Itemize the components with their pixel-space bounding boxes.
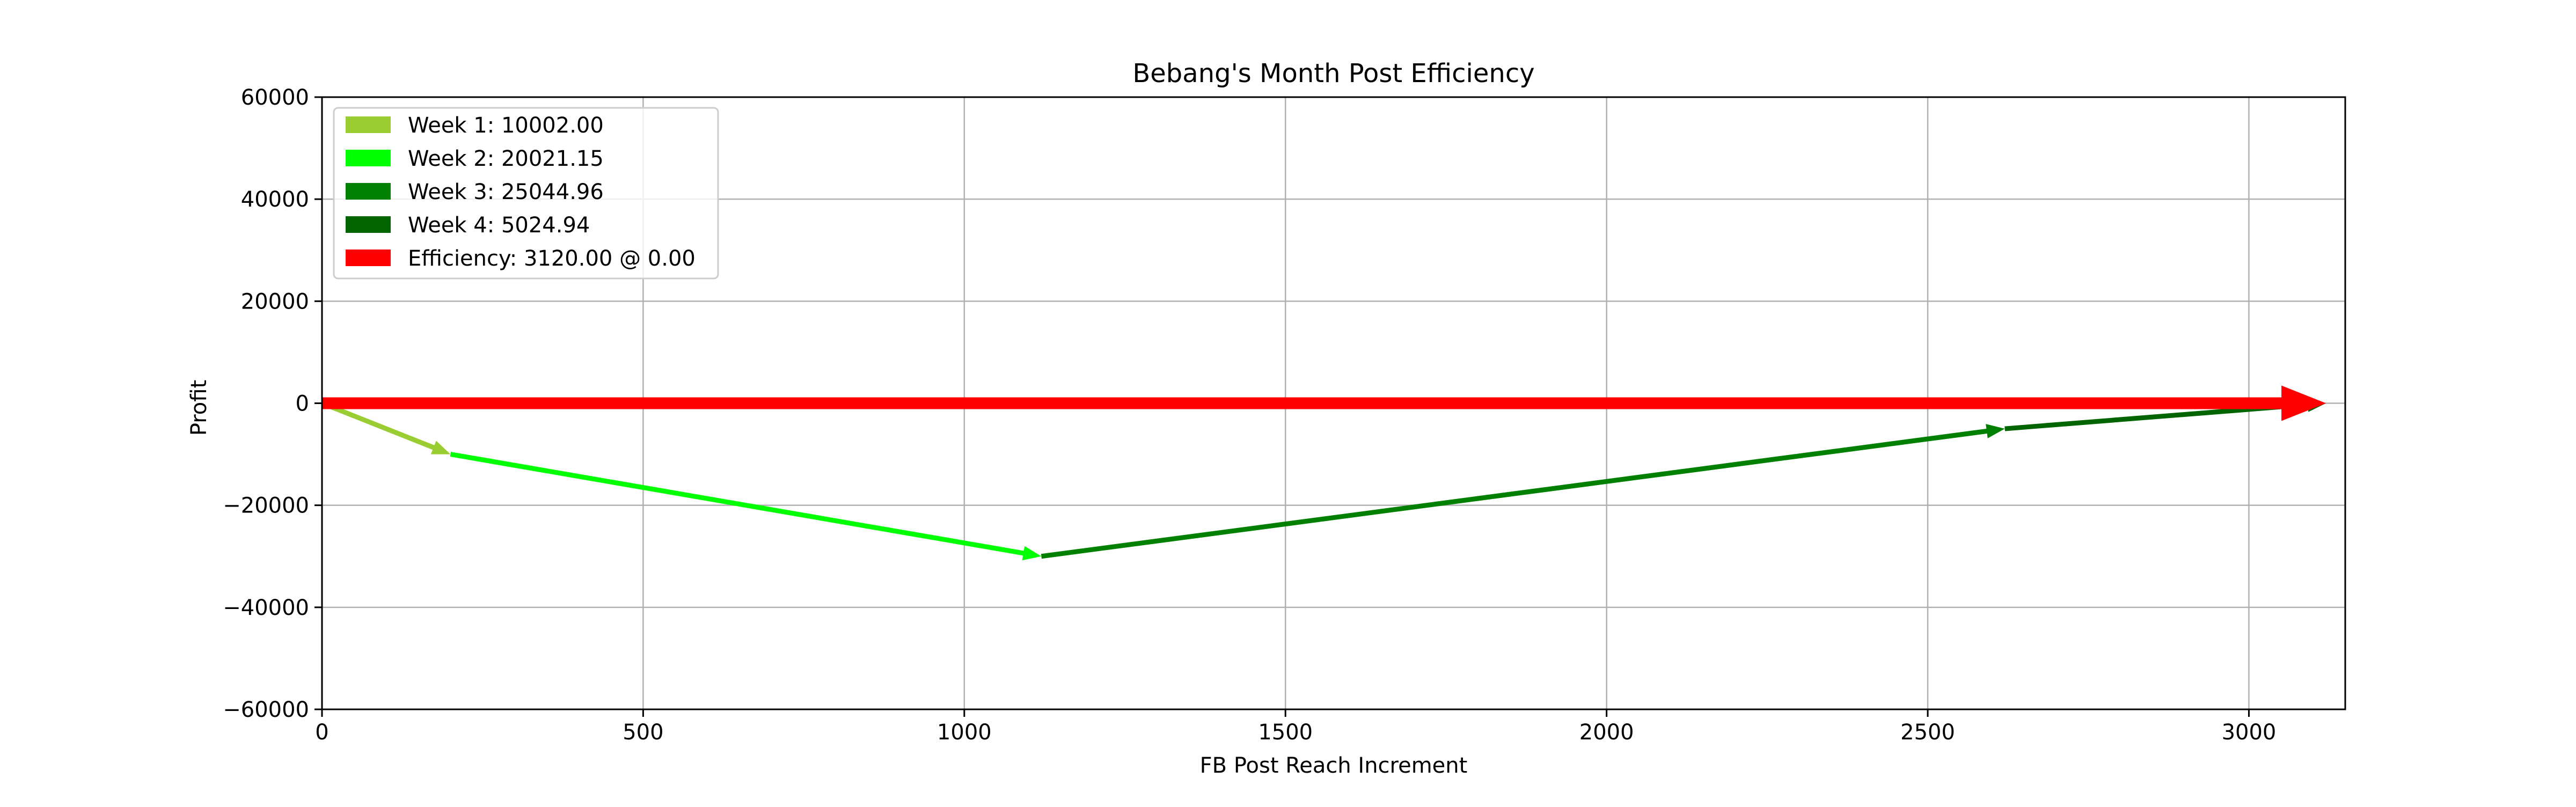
x-axis-label: FB Post Reach Increment — [1200, 753, 1468, 778]
arrow-series-2 — [450, 452, 1042, 561]
y-tick-label: 20000 — [241, 289, 309, 314]
legend-swatch — [346, 150, 391, 166]
axes: 0 500 1000 1500 2000 2500 3000 −60000 −40000 −200… — [223, 85, 2346, 745]
legend-swatch — [346, 183, 391, 200]
y-tick-label: 40000 — [241, 187, 309, 212]
legend-swatch — [346, 216, 391, 233]
arrow-series-1 — [321, 401, 451, 454]
legend-entry: Week 4: 5024.94 — [408, 213, 590, 238]
x-tick-label: 0 — [315, 720, 328, 745]
arrow-series-4 — [2004, 397, 2326, 431]
legend-swatch — [346, 116, 391, 133]
y-tick-label: 60000 — [241, 85, 309, 110]
legend-entry: Efficiency: 3120.00 @ 0.00 — [408, 246, 696, 271]
chart-title: Bebang's Month Post Efficiency — [1132, 58, 1534, 89]
legend-entry: Week 2: 20021.15 — [408, 146, 604, 171]
x-tick-label: 1000 — [937, 720, 992, 745]
x-tick-label: 500 — [623, 720, 663, 745]
y-tick-label: 0 — [296, 392, 309, 416]
legend-entry: Week 3: 25044.96 — [408, 180, 604, 204]
y-axis-label: Profit — [187, 380, 211, 436]
y-tick-label: −20000 — [223, 494, 309, 518]
arrow-series-5 — [322, 385, 2326, 421]
x-tick-label: 2000 — [1579, 720, 1634, 745]
x-tick-label: 2500 — [1900, 720, 1955, 745]
y-tick-label: −60000 — [223, 698, 309, 722]
series-arrows — [321, 385, 2326, 561]
x-tick-label: 1500 — [1258, 720, 1313, 745]
legend-swatch — [346, 250, 391, 266]
legend-box — [333, 107, 719, 280]
arrow-series-3 — [1041, 424, 2005, 559]
y-tick-label: −40000 — [223, 596, 309, 620]
legend: Week 1: 10002.00 Week 2: 20021.15 Week 3: … — [333, 107, 719, 280]
x-tick-label: 3000 — [2222, 720, 2277, 745]
legend-entry: Week 1: 10002.00 — [408, 113, 604, 138]
